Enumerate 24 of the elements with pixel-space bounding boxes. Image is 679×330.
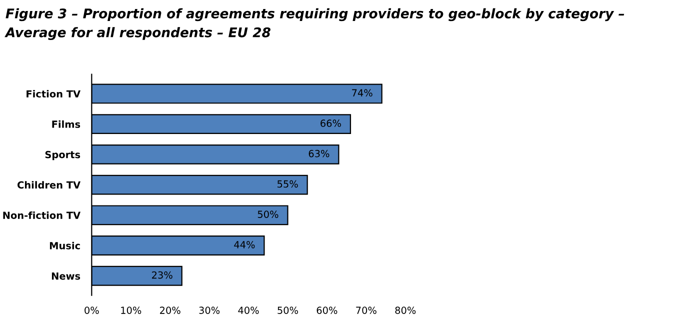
x-tick-label: 40% bbox=[238, 306, 259, 314]
x-tick-label: 70% bbox=[356, 306, 376, 314]
y-tick-label: News bbox=[52, 272, 80, 280]
data-label: 55% bbox=[278, 180, 298, 188]
chart-title: Figure 3 – Proportion of agreements requiring providers to geo-block by category – Average for all respondents – EU 28 bbox=[4, 8, 624, 40]
data-label: 63% bbox=[308, 150, 330, 158]
x-tick-label: 30% bbox=[199, 306, 220, 314]
y-tick-label: Children TV bbox=[18, 181, 81, 189]
x-tick-label: 50% bbox=[278, 306, 298, 314]
x-tick-label: 60% bbox=[316, 306, 338, 314]
y-tick-label: Music bbox=[50, 242, 80, 250]
y-tick-label: Sports bbox=[45, 150, 80, 160]
x-tick-label: 0% bbox=[84, 306, 99, 314]
data-label: 23% bbox=[152, 271, 172, 279]
data-label: 74% bbox=[352, 89, 372, 97]
y-tick-label: Fiction TV bbox=[26, 90, 81, 98]
x-tick-label: 20% bbox=[160, 306, 180, 314]
y-tick-label: Films bbox=[52, 120, 80, 128]
data-label: 44% bbox=[234, 240, 255, 248]
data-label: 50% bbox=[258, 210, 278, 218]
y-tick-label: Non-fiction TV bbox=[3, 211, 81, 219]
x-tick-label: 80% bbox=[395, 306, 416, 314]
data-label: 66% bbox=[320, 120, 341, 127]
x-tick-label: 10% bbox=[121, 306, 142, 314]
